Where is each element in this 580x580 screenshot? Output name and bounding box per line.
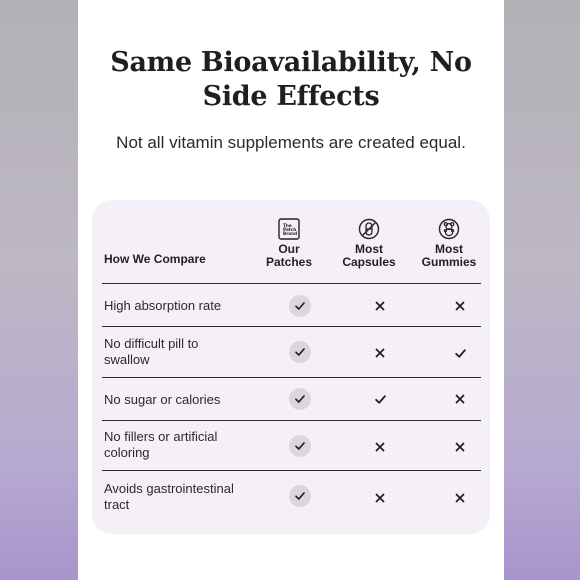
row-label-line-1: No difficult pill to [104, 336, 199, 351]
cross-icon [455, 442, 465, 452]
row-cell-gummies [448, 387, 472, 411]
column-label-line-2: Patches [265, 255, 313, 269]
row-cell-capsules [368, 341, 392, 365]
cross-icon [375, 348, 385, 358]
headline: Same Bioavailability, No Side Effects [78, 46, 504, 114]
check-icon [295, 302, 305, 310]
row-cell-patches [288, 434, 312, 458]
table-row: No difficult pill to swallow [102, 326, 481, 377]
column-label-line-2: Capsules [342, 255, 396, 269]
row-label: High absorption rate [104, 298, 244, 314]
table-row: No sugar or calories [102, 377, 481, 420]
check-icon [374, 394, 386, 404]
check-icon [454, 348, 466, 358]
row-label-line-2: swallow [104, 352, 150, 367]
column-header-gummies: Most Gummies [409, 218, 489, 269]
svg-text:Brand: Brand [283, 231, 297, 236]
cross-icon [455, 394, 465, 404]
brand-logo-icon: The Patch Brand [278, 218, 300, 240]
row-cell-gummies [448, 486, 472, 510]
compare-label: How We Compare [104, 252, 206, 266]
headline-line-2: Side Effects [202, 81, 380, 112]
table-row: Avoids gastrointestinal tract [102, 470, 481, 522]
column-label-line-1: Our [278, 242, 300, 256]
comparison-table: How We Compare The Patch Brand Our Patch… [92, 200, 490, 534]
column-label-line-1: Most [355, 242, 383, 256]
row-label: No difficult pill to swallow [104, 336, 244, 368]
column-label-line-1: Most [435, 242, 463, 256]
table-row: No fillers or artificial coloring [102, 420, 481, 470]
check-icon [295, 442, 305, 450]
row-cell-capsules [368, 294, 392, 318]
row-label-line-2: coloring [104, 445, 150, 460]
column-label-line-2: Gummies [421, 255, 477, 269]
row-cell-patches [288, 294, 312, 318]
svg-text:Patch: Patch [283, 227, 296, 232]
row-label: No fillers or artificial coloring [104, 429, 244, 461]
row-cell-gummies [448, 294, 472, 318]
row-label-line-1: No sugar or calories [104, 392, 221, 407]
gummy-bear-icon [438, 218, 460, 240]
row-label-line-1: High absorption rate [104, 298, 222, 313]
row-label-line-1: No fillers or artificial [104, 429, 218, 444]
row-cell-patches [288, 484, 312, 508]
row-label-line-2: tract [104, 497, 130, 512]
column-header-patches: The Patch Brand Our Patches [249, 218, 329, 269]
column-header-capsules: Most Capsules [329, 218, 409, 269]
subheadline: Not all vitamin supplements are created … [116, 133, 466, 152]
row-cell-gummies [448, 341, 472, 365]
row-cell-patches [288, 340, 312, 364]
row-label: Avoids gastrointestinal tract [104, 481, 244, 513]
cross-icon [375, 301, 385, 311]
row-label-line-1: Avoids gastrointestinal [104, 481, 234, 496]
no-capsule-icon [358, 218, 380, 240]
check-icon [295, 395, 305, 403]
row-cell-capsules [368, 486, 392, 510]
cross-icon [375, 442, 385, 452]
cross-icon [455, 493, 465, 503]
check-icon [295, 492, 305, 500]
row-label: No sugar or calories [104, 392, 244, 408]
svg-text:The: The [283, 223, 292, 228]
row-cell-gummies [448, 435, 472, 459]
cross-icon [375, 493, 385, 503]
row-cell-capsules [368, 387, 392, 411]
row-cell-patches [288, 387, 312, 411]
check-icon [295, 348, 305, 356]
headline-line-1: Same Bioavailability, No [110, 47, 472, 78]
table-row: High absorption rate [102, 283, 481, 326]
row-cell-capsules [368, 435, 392, 459]
cross-icon [455, 301, 465, 311]
infographic-page: Same Bioavailability, No Side Effects No… [78, 0, 504, 580]
